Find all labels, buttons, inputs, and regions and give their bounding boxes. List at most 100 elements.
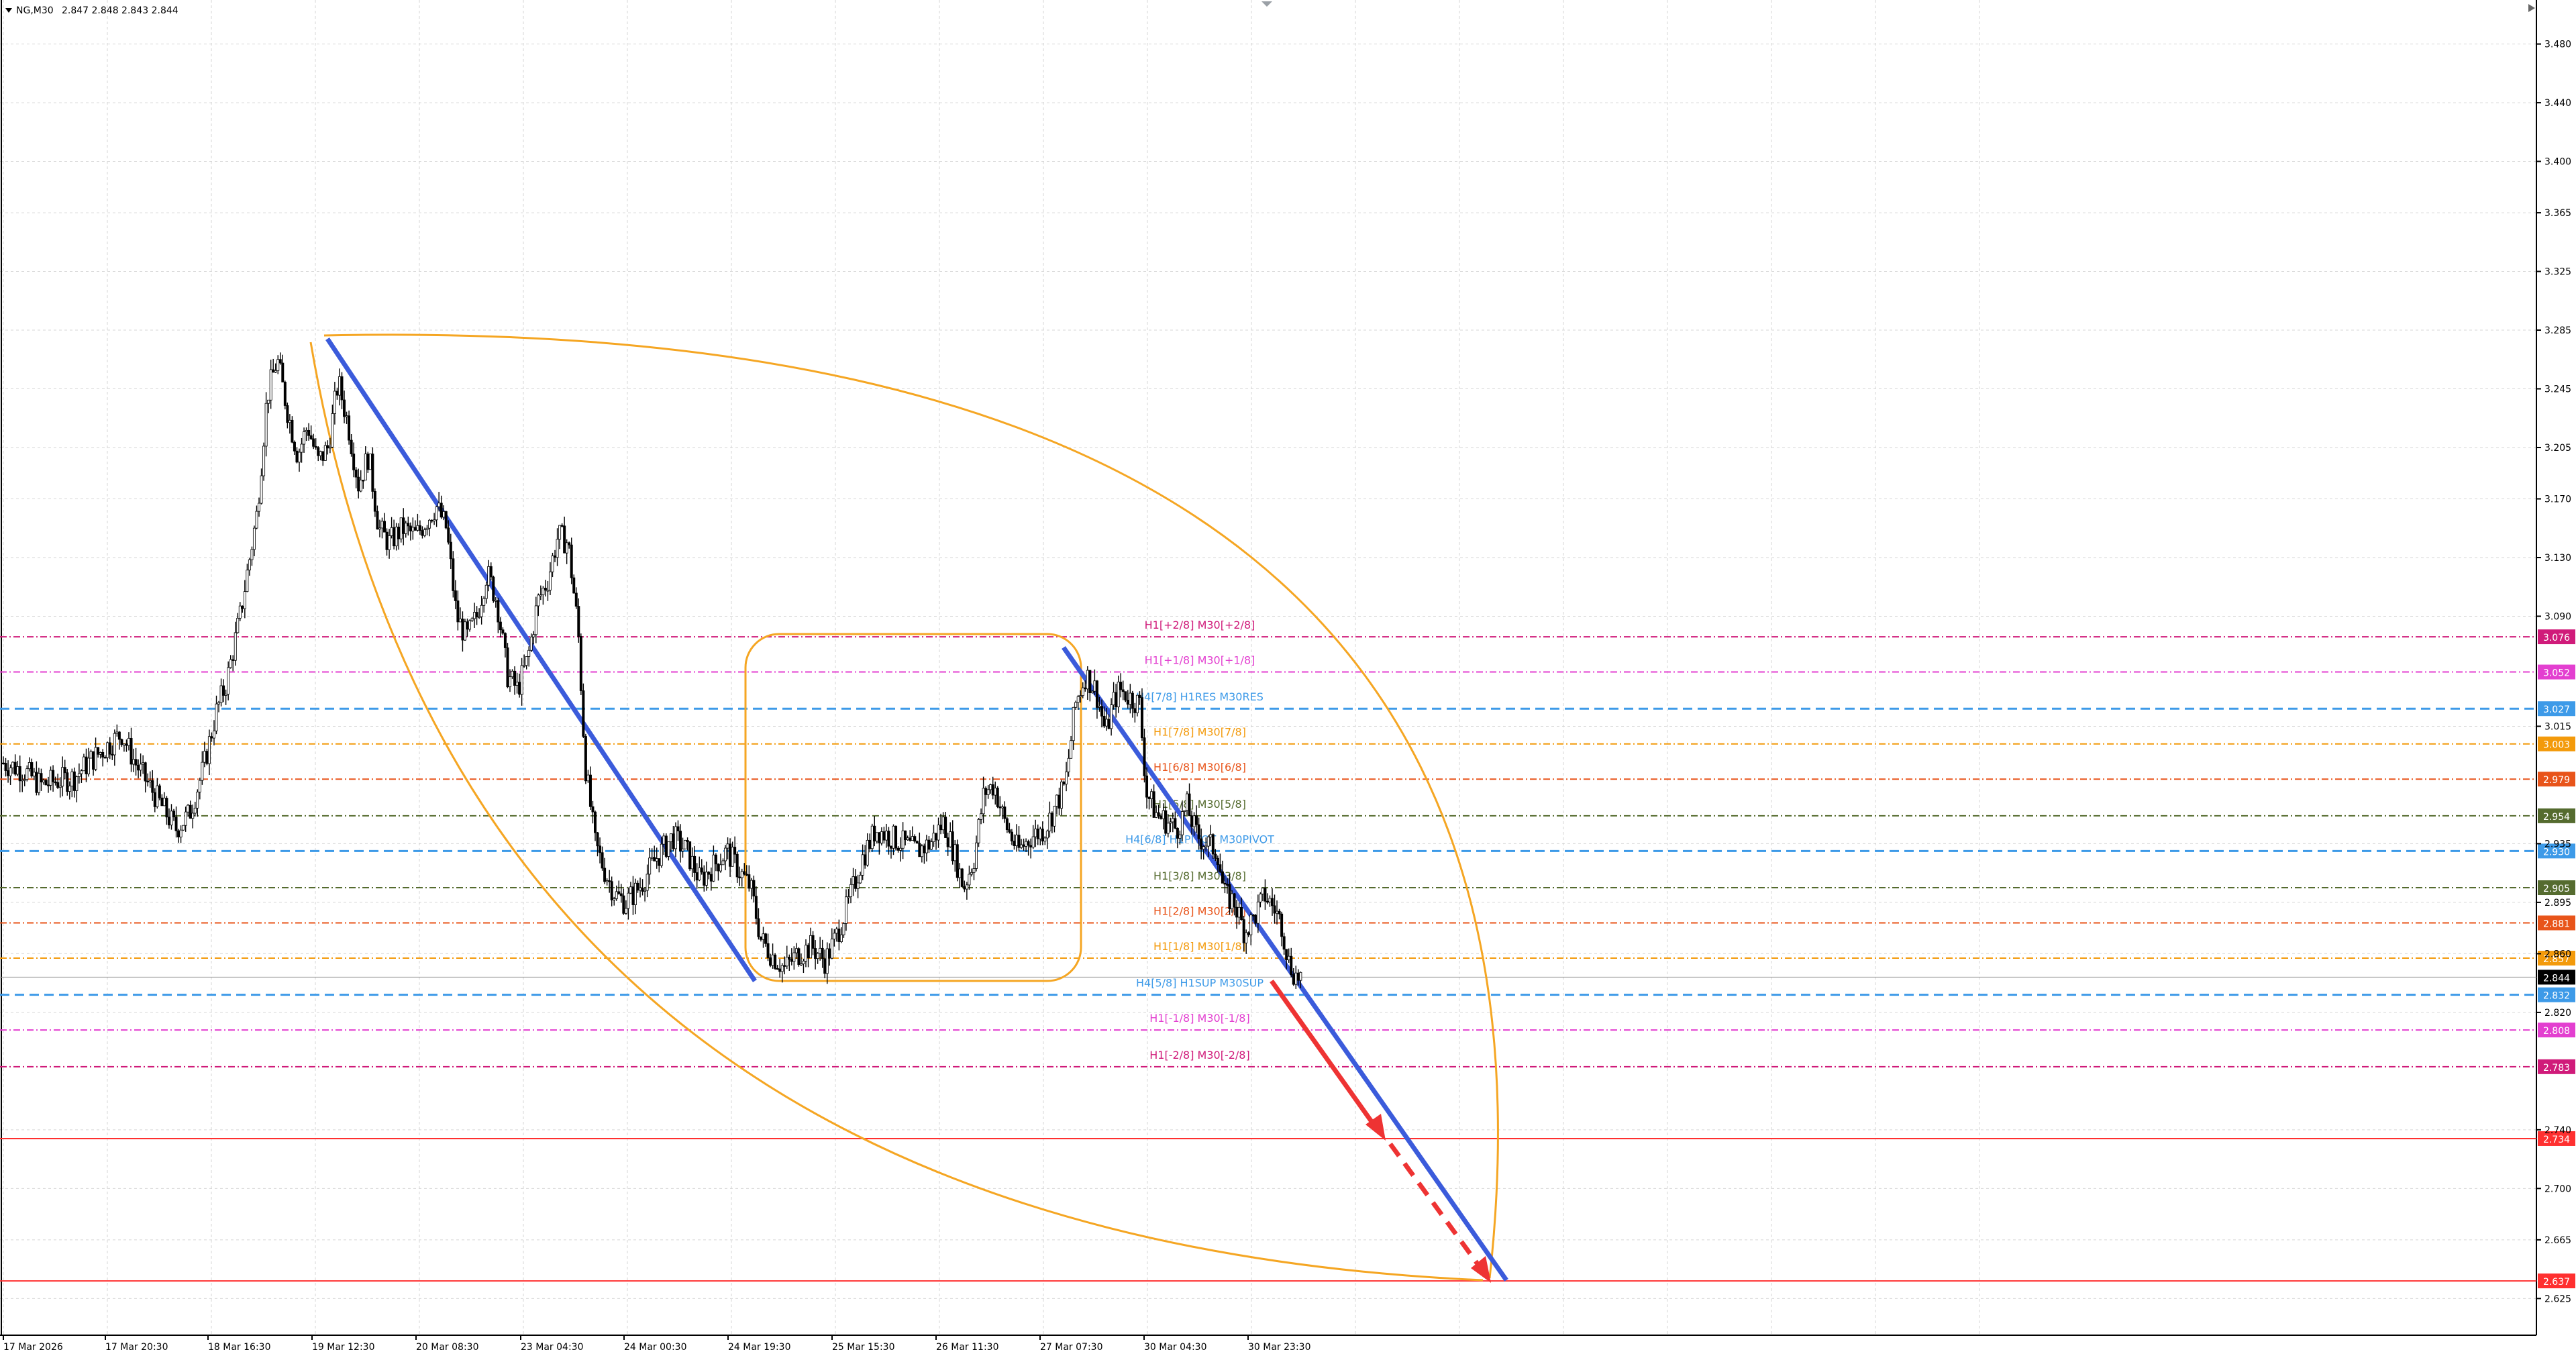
candle-body [819, 947, 822, 954]
candle-body [376, 511, 379, 530]
level-price-tag-label: 3.076 [2543, 633, 2570, 643]
y-tick-label: 3.015 [2544, 721, 2571, 732]
candle-body [1076, 696, 1080, 703]
candle-body [636, 882, 639, 891]
candle-body [224, 694, 227, 696]
analysis-shapes [309, 333, 1508, 1283]
candle-body [1278, 910, 1281, 915]
level-price-tag-label: 2.783 [2543, 1063, 2570, 1074]
candle-body [307, 429, 311, 436]
dropdown-triangle-icon[interactable] [5, 8, 12, 13]
forecast-arc-inner [309, 342, 1484, 1282]
candle-body [25, 768, 29, 780]
candle-body [44, 780, 48, 786]
candle-body [1086, 670, 1089, 690]
candle-body [437, 503, 441, 507]
y-tick-label: 3.205 [2544, 443, 2571, 454]
candle-body [1228, 884, 1231, 909]
candle-body [362, 480, 365, 482]
candle-body [572, 577, 576, 594]
candle-body [1060, 781, 1064, 809]
candle-body [913, 836, 917, 842]
candle-body [243, 591, 246, 609]
candle-body [319, 451, 322, 456]
x-tick-label: 17 Mar 20:30 [105, 1342, 168, 1353]
y-tick-label: 3.325 [2544, 267, 2571, 278]
candle-body [712, 854, 715, 882]
candle-body [639, 887, 642, 891]
candle-body [80, 770, 83, 774]
candle-body [281, 362, 285, 382]
candle-body [619, 893, 623, 896]
candle-body [842, 923, 845, 935]
candle-body [32, 772, 36, 777]
candle-body [764, 933, 768, 944]
candle-body [1176, 828, 1179, 839]
candle-body [648, 857, 652, 875]
candle-body [790, 959, 793, 962]
x-tick-label: 30 Mar 04:30 [1144, 1342, 1206, 1353]
candle-body [70, 771, 74, 786]
candle-body [684, 840, 687, 849]
y-tick-label: 3.245 [2544, 384, 2571, 395]
candle-body [1186, 793, 1189, 811]
candle-body [1084, 687, 1087, 690]
candle-body [269, 369, 272, 401]
candle-body [262, 446, 266, 476]
level-price-tag [2538, 1131, 2575, 1146]
candle-body [958, 868, 962, 878]
candle-body [868, 839, 872, 849]
candle-body [1008, 829, 1011, 833]
candle-body [4, 763, 7, 771]
candle-body [364, 454, 367, 481]
candle-body [23, 779, 26, 781]
candle-body [1129, 692, 1132, 705]
candle-body [326, 445, 329, 449]
candle-body [1043, 837, 1047, 842]
candle-body [1216, 857, 1219, 866]
candle-body [470, 618, 474, 621]
level-price-tag-label: 3.003 [2543, 740, 2570, 751]
y-tick-label: 3.480 [2544, 40, 2571, 50]
candle-body [594, 811, 597, 833]
candle-body [613, 898, 616, 900]
chart-header: NG,M30 2.847 2.848 2.843 2.844 [5, 5, 178, 16]
candle-body [300, 444, 303, 453]
candle-body [366, 454, 370, 470]
candle-body [255, 511, 258, 529]
candle-body [248, 559, 251, 571]
candle-body [884, 831, 888, 841]
candle-body [797, 948, 801, 965]
candle-body [1105, 719, 1109, 727]
candle-body [986, 789, 990, 795]
candle-body [215, 703, 218, 731]
candle-body [207, 736, 211, 764]
candle-body [551, 555, 554, 572]
candle-body [769, 957, 772, 966]
level-price-tag-label: 2.905 [2543, 884, 2570, 894]
trend-line-2 [1062, 645, 1508, 1282]
forecast-arrow-head-2 [1471, 1256, 1491, 1283]
candle-body [1022, 844, 1025, 847]
autoscroll-marker-icon[interactable] [2528, 4, 2535, 12]
candle-body [870, 825, 874, 849]
price-candles [2, 352, 1302, 989]
candle-body [68, 786, 71, 792]
y-tick-label: 2.625 [2544, 1294, 2571, 1304]
level-price-tag-label: 2.637 [2543, 1277, 2570, 1288]
shift-marker-icon[interactable] [1261, 1, 1272, 7]
candle-body [487, 566, 491, 586]
y-tick-label: 2.700 [2544, 1184, 2571, 1194]
candle-body [444, 511, 448, 529]
candle-body [1166, 823, 1170, 834]
candle-body [792, 952, 796, 962]
x-tick-label: 19 Mar 12:30 [312, 1342, 374, 1353]
candle-body [241, 605, 244, 609]
candle-body [508, 676, 511, 688]
candle-body [896, 847, 900, 851]
candle-body [132, 759, 136, 765]
symbol-label: NG,M30 [16, 5, 54, 16]
candle-body [624, 908, 627, 914]
candle-body [158, 785, 161, 798]
